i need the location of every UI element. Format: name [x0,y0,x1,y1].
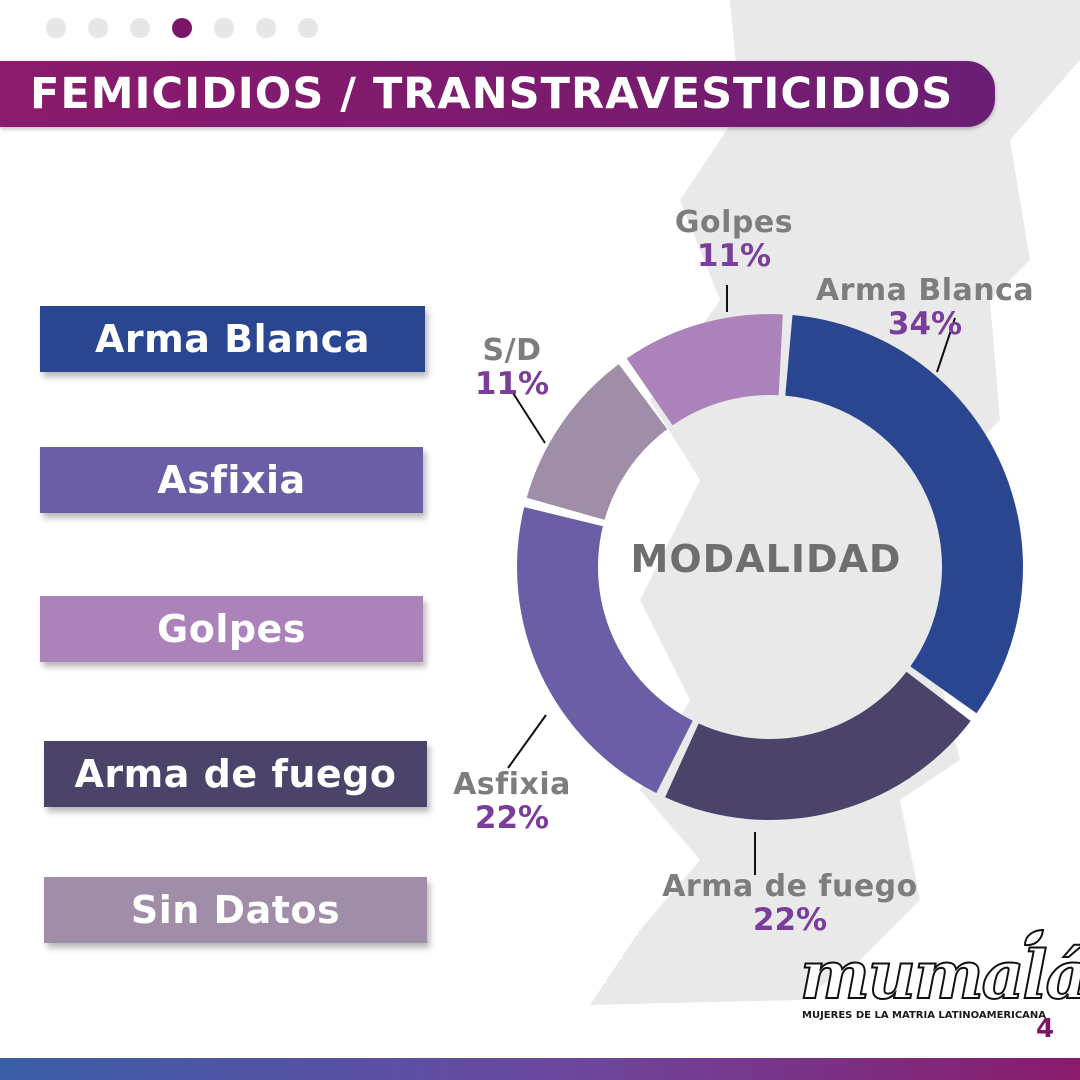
legend-item-asfixia: Asfixia [40,447,423,513]
pagination-dot [88,18,108,38]
legend-label: Golpes [157,607,306,651]
donut-slice-arma-blanca [785,315,1023,714]
slice-label: Golpes [675,205,793,240]
pagination-dot [130,18,150,38]
donut-slice-arma-de-fuego [665,671,971,820]
page-title: FEMICIDIOS / TRANSTRAVESTICIDIOS [30,69,954,119]
legend-label: Asfixia [157,458,306,502]
legend-label: Sin Datos [130,888,341,932]
legend-item-arma-de-fuego: Arma de fuego [44,741,427,807]
pagination-dot [46,18,66,38]
pagination-dot [214,18,234,38]
slice-value-label: 11% [697,238,771,274]
bottom-gradient-bar [0,1058,1080,1080]
leader-line [507,714,547,769]
logo-tagline: MUJERES DE LA MATRIA LATINOAMERICANA [802,1010,1047,1021]
chart-center-label: MODALIDAD [631,537,902,581]
donut-slice-asfixia [517,507,693,794]
slice-value-label: 22% [475,800,549,836]
slice-value-label: 34% [888,306,962,342]
legend-label: Arma Blanca [95,317,370,361]
slice-value-label: 22% [753,902,827,938]
title-bar: FEMICIDIOS / TRANSTRAVESTICIDIOS [0,61,995,127]
mumala-logo: mumalá MUJERES DE LA MATRIA LATINOAMERIC… [799,928,1080,1030]
pagination-dots [46,18,318,38]
pagination-dot-active [172,18,192,38]
legend-label: Arma de fuego [74,752,397,796]
page-number: 4 [1036,1014,1055,1044]
legend-item-sin-datos: Sin Datos [44,877,427,943]
slice-value-label: 11% [475,366,549,402]
slice-label: Arma Blanca [816,273,1034,308]
pagination-dot [256,18,276,38]
slice-label: Arma de fuego [662,869,918,904]
donut-slice-golpes [626,314,783,426]
slice-label: S/D [483,333,542,368]
leaf-icon [1023,928,1045,947]
slice-label: Asfixia [453,767,571,802]
legend-item-arma-blanca: Arma Blanca [40,306,425,372]
legend-item-golpes: Golpes [40,596,423,662]
donut-slice-s-d [526,364,668,520]
logo-wordmark: mumalá [799,935,1080,1015]
pagination-dot [298,18,318,38]
leader-line [936,317,956,373]
leader-line [512,392,546,444]
